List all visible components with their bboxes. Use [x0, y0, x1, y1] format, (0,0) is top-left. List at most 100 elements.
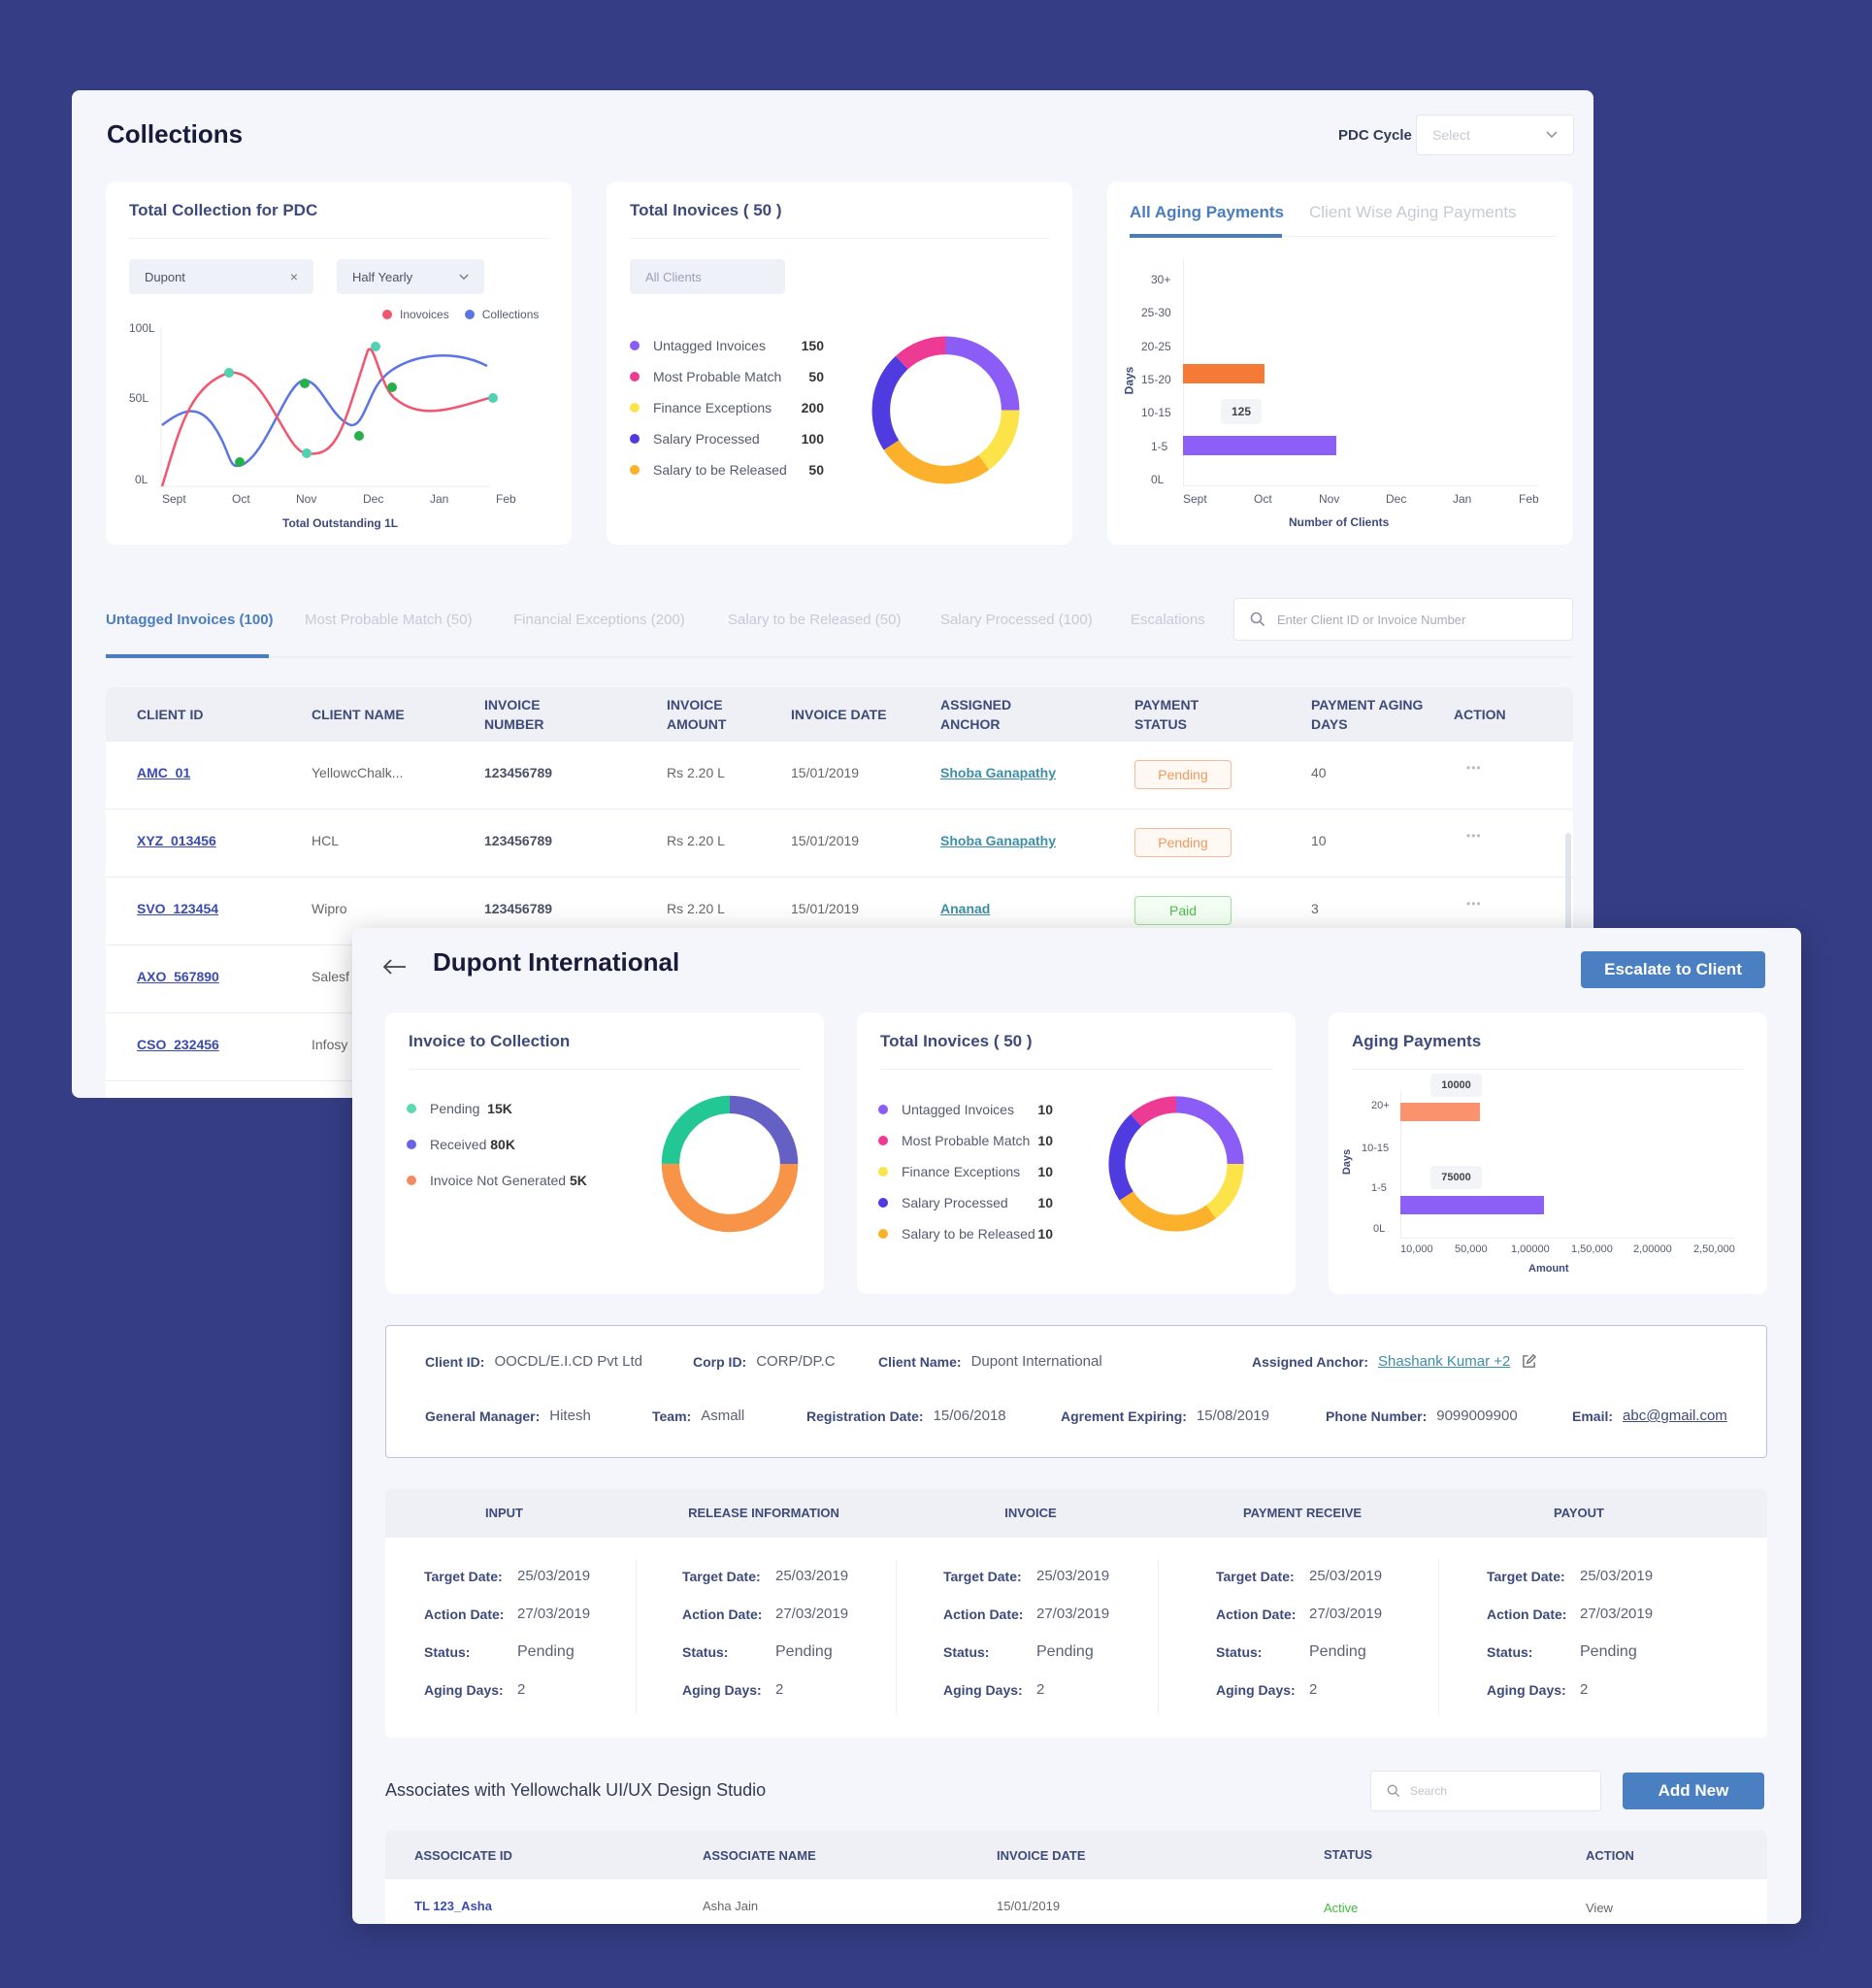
invoice-date: 15/01/2019	[791, 901, 860, 916]
period-select[interactable]: Half Yearly	[337, 259, 484, 294]
tab-untagged-invoices[interactable]: Untagged Invoices (100)	[106, 612, 274, 628]
stage-label: Target Date:	[943, 1568, 1022, 1584]
column-header: Client ID	[137, 707, 204, 722]
y-axis-title: Days	[1341, 1148, 1354, 1176]
client-id-link[interactable]: SVO_123454	[137, 901, 219, 916]
client-name: Salesf	[312, 969, 349, 984]
stage-value: 2	[1036, 1681, 1045, 1698]
card-title: Invoice to Collection	[409, 1032, 571, 1050]
stage-value: 2	[775, 1681, 784, 1698]
y-tick: 100L	[129, 321, 155, 335]
y-tick: 0L	[1373, 1223, 1386, 1235]
x-tick: Dec	[363, 492, 384, 506]
status-badge: Pending	[1134, 760, 1232, 789]
stage-label: Target Date:	[682, 1568, 761, 1584]
tab-client-wise-aging[interactable]: Client Wise Aging Payments	[1309, 203, 1517, 221]
client-id-link[interactable]: AMC_01	[137, 765, 191, 780]
tab-financial-exceptions[interactable]: Financial Exceptions (200)	[513, 612, 685, 628]
table-row[interactable]: AMC_01 YellowcChalk... 123456789 Rs 2.20…	[106, 742, 1573, 810]
info-corp-id: Corp ID: CORP/DP.C	[693, 1353, 836, 1370]
anchor-link[interactable]: Shoba Ganapathy	[940, 833, 1057, 848]
tab-escalations[interactable]: Escalations	[1131, 612, 1205, 628]
back-arrow-icon[interactable]	[383, 959, 407, 975]
tab-all-aging-payments[interactable]: All Aging Payments	[1130, 203, 1285, 221]
table-row[interactable]: TL 123_Asha Asha Jain 15/01/2019 Active …	[385, 1879, 1767, 1924]
stage-value: 2	[517, 1681, 526, 1698]
x-tick: Jan	[430, 492, 449, 506]
anchor-link[interactable]: Shashank Kumar +2	[1378, 1353, 1511, 1370]
y-tick: 10-15	[1141, 406, 1171, 419]
legend-label: Salary Processed	[653, 431, 760, 447]
pdc-cycle-select[interactable]: Select	[1416, 115, 1574, 155]
escalate-to-client-button[interactable]: Escalate to Client	[1581, 951, 1765, 988]
more-options-icon[interactable]: •••	[1466, 761, 1482, 775]
x-axis	[1183, 485, 1538, 486]
stage-label: Action Date:	[1487, 1606, 1567, 1622]
info-value: 15/06/2018	[933, 1408, 1006, 1424]
aging-payments-card: Aging Payments 20+ 10-15 1-5 0L Days 100…	[1329, 1012, 1767, 1294]
clear-icon[interactable]: ×	[289, 269, 298, 284]
stage-value: Pending	[1036, 1642, 1094, 1660]
column-header: Client Name	[312, 707, 405, 722]
status-badge: Pending	[1134, 828, 1232, 857]
legend-value: 10	[1037, 1195, 1053, 1210]
collection-legend: Pending 15K Received 80K Invoice Not Gen…	[407, 1090, 587, 1198]
more-options-icon[interactable]: •••	[1466, 897, 1482, 911]
stage-label: Aging Days:	[1487, 1681, 1566, 1698]
add-new-button[interactable]: Add New	[1623, 1773, 1764, 1809]
anchor-link[interactable]: Shoba Ganapathy	[940, 765, 1057, 780]
legend-dot	[630, 465, 640, 475]
divider	[1352, 1069, 1744, 1070]
legend-label: Inovoices	[400, 308, 449, 321]
legend-dot	[382, 310, 392, 319]
aging-days: 3	[1311, 901, 1319, 916]
client-id-link[interactable]: CSO_232456	[137, 1037, 219, 1052]
legend-value: 80K	[490, 1136, 515, 1152]
edit-icon[interactable]	[1522, 1354, 1537, 1369]
legend-value: 200	[801, 400, 824, 415]
x-tick: Feb	[496, 492, 516, 506]
tab-salary-processed[interactable]: Salary Processed (100)	[940, 612, 1093, 628]
legend-label: Pending	[430, 1100, 480, 1116]
divider	[896, 1559, 897, 1714]
legend-dot	[630, 372, 640, 381]
invoice-amount: Rs 2.20 L	[667, 901, 725, 916]
column-header: Invoice Date	[791, 707, 887, 722]
column-header: Payment Status	[1134, 697, 1199, 732]
more-options-icon[interactable]: •••	[1466, 829, 1482, 843]
email-link[interactable]: abc@gmail.com	[1623, 1408, 1727, 1424]
table-scrollbar[interactable]	[1565, 833, 1571, 959]
tab-most-probable-match[interactable]: Most Probable Match (50)	[305, 612, 473, 628]
invoice-amount: Rs 2.20 L	[667, 765, 725, 780]
info-label: Client ID:	[425, 1353, 485, 1370]
invoice-date: 15/01/2019	[791, 765, 860, 780]
associate-id-link[interactable]: TL 123_Asha	[414, 1899, 492, 1913]
client-filter-chip[interactable]: Dupont ×	[129, 259, 313, 294]
client-id-link[interactable]: AXO_567890	[137, 969, 219, 984]
client-title: Dupont International	[433, 947, 680, 977]
client-filter-select[interactable]: All Clients	[630, 259, 785, 294]
associates-search-input[interactable]: Search	[1370, 1771, 1601, 1811]
legend-label: Received	[430, 1136, 487, 1152]
client-id-link[interactable]: XYZ_013456	[137, 833, 216, 848]
invoice-search-input[interactable]: Enter Client ID or Invoice Number	[1233, 598, 1573, 641]
y-tick: 30+	[1151, 273, 1171, 286]
table-row[interactable]: XYZ_013456 HCL 123456789 Rs 2.20 L 15/01…	[106, 810, 1573, 878]
info-value: 15/08/2019	[1196, 1408, 1269, 1424]
view-link[interactable]: View	[1586, 1901, 1613, 1915]
aging-days: 40	[1311, 765, 1327, 780]
legend-label: Finance Exceptions	[902, 1164, 1021, 1179]
stage-header: PAYMENT RECEIVE	[1242, 1506, 1363, 1520]
tab-salary-to-be-released[interactable]: Salary to be Released (50)	[728, 612, 902, 628]
x-tick: Dec	[1386, 492, 1407, 506]
info-value: Asmall	[701, 1408, 745, 1424]
column-header: Payment Aging Days	[1311, 697, 1424, 732]
stage-payment-receive: Target Date: 25/03/2019 Action Date: 27/03…	[1216, 1557, 1382, 1738]
anchor-link[interactable]: Ananad	[940, 901, 991, 916]
info-label: Client Name:	[878, 1353, 962, 1370]
status-text: Active	[1324, 1901, 1359, 1915]
legend-value: 5K	[569, 1172, 587, 1188]
card-title: Total Inovices ( 50 )	[630, 201, 782, 219]
stage-value: 27/03/2019	[517, 1606, 591, 1622]
legend-dot	[407, 1139, 416, 1149]
